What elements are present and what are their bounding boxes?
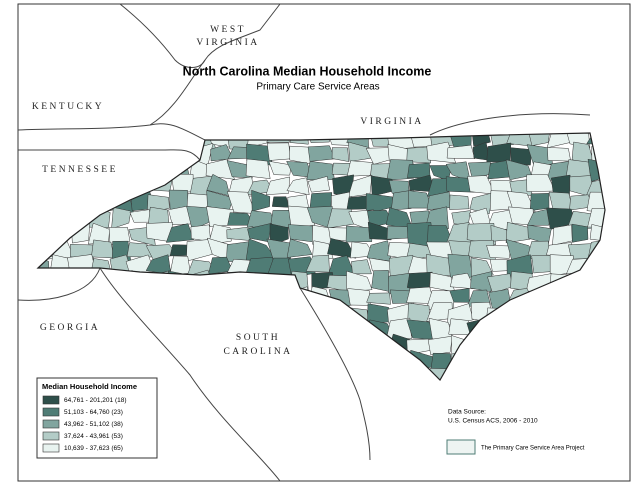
service-area (351, 259, 372, 275)
service-area (529, 193, 550, 211)
service-area (309, 192, 333, 209)
service-area (266, 142, 291, 161)
service-area (371, 270, 390, 292)
logo (446, 439, 476, 455)
state-label: VIRGINIA (360, 117, 423, 127)
source-text: U.S. Census ACS, 2006 - 2010 (448, 418, 538, 425)
service-area (306, 161, 335, 181)
service-area (446, 144, 476, 160)
service-area (386, 159, 414, 181)
service-area (346, 270, 373, 292)
service-area (331, 147, 350, 162)
service-area (547, 147, 572, 162)
service-area (327, 238, 357, 259)
state-label: WEST (210, 25, 246, 35)
service-area (571, 223, 589, 243)
service-area (449, 194, 470, 210)
state-label: SOUTH (236, 333, 280, 343)
legend-swatch (42, 431, 60, 441)
credit: The Primary Care Service Area Project (481, 446, 585, 452)
service-area (268, 160, 292, 176)
state-label: GEORGIA (40, 323, 100, 333)
state-label: KENTUCKY (32, 102, 104, 112)
service-area (165, 223, 195, 243)
service-area (527, 133, 551, 146)
legend-swatch (42, 395, 60, 405)
service-area (469, 192, 493, 215)
service-area (471, 133, 491, 147)
service-area (486, 245, 512, 259)
map-title: North Carolina Median Household Income (183, 64, 432, 78)
legend-label: 64,761 - 201,201 (18) (64, 397, 127, 404)
service-area (265, 176, 290, 195)
service-area (345, 225, 373, 243)
legend-label: 37,624 - 43,961 (53) (64, 433, 123, 440)
service-area (470, 271, 493, 293)
legend-title: Median Household Income (42, 382, 137, 391)
service-area (427, 335, 453, 356)
service-area (251, 189, 271, 212)
service-area (506, 191, 536, 212)
legend-swatch (42, 407, 60, 417)
service-area (447, 253, 473, 278)
service-area (91, 239, 115, 259)
state-borders (17, 3, 591, 482)
service-area (111, 207, 132, 230)
service-area (367, 221, 393, 241)
service-area (346, 160, 374, 177)
state-label: CAROLINA (223, 347, 292, 357)
state-label: TENNESSEE (42, 165, 118, 175)
service-area (307, 176, 330, 193)
service-area (287, 205, 316, 229)
service-area (510, 147, 532, 166)
service-area (466, 223, 496, 246)
legend: 64,761 - 201,201 (18) 51,103 - 64,760 (23… (42, 395, 127, 453)
service-area (366, 292, 391, 305)
service-area (406, 146, 432, 164)
service-area (505, 221, 534, 244)
service-area (108, 226, 131, 246)
service-area (407, 162, 431, 179)
service-area (186, 205, 213, 231)
service-area (347, 288, 371, 306)
service-area (286, 238, 313, 258)
service-area (386, 317, 412, 339)
source-text: Data Source: (448, 409, 486, 416)
service-area (286, 177, 310, 196)
service-area (390, 189, 414, 211)
legend-swatch (42, 419, 60, 429)
service-area (245, 158, 271, 180)
state-label: VIRGINIA (196, 38, 259, 48)
legend-swatch (42, 443, 60, 453)
map-subtitle: Primary Care Service Areas (256, 82, 379, 93)
service-area (425, 206, 449, 230)
service-area (526, 207, 553, 226)
legend-label: 43,962 - 51,102 (38) (64, 421, 123, 428)
service-area (207, 224, 232, 245)
legend-label: 10,639 - 37,623 (65) (64, 445, 123, 452)
legend-label: 51,103 - 64,760 (23) (64, 409, 123, 416)
